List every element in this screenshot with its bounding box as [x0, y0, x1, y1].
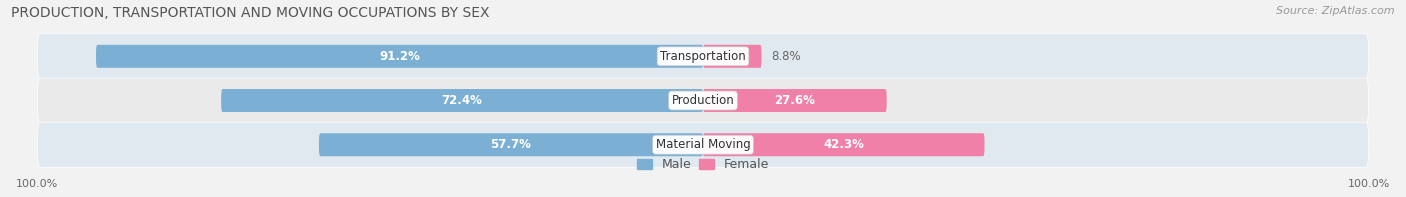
- FancyBboxPatch shape: [221, 89, 703, 112]
- FancyBboxPatch shape: [703, 133, 984, 156]
- FancyBboxPatch shape: [38, 34, 1368, 79]
- Text: 42.3%: 42.3%: [824, 138, 865, 151]
- Text: Source: ZipAtlas.com: Source: ZipAtlas.com: [1277, 6, 1395, 16]
- Legend: Male, Female: Male, Female: [631, 153, 775, 176]
- FancyBboxPatch shape: [703, 89, 887, 112]
- FancyBboxPatch shape: [38, 122, 1368, 167]
- Text: 72.4%: 72.4%: [441, 94, 482, 107]
- Text: PRODUCTION, TRANSPORTATION AND MOVING OCCUPATIONS BY SEX: PRODUCTION, TRANSPORTATION AND MOVING OC…: [11, 6, 489, 20]
- Text: 91.2%: 91.2%: [380, 50, 420, 63]
- Text: 8.8%: 8.8%: [772, 50, 801, 63]
- Text: Production: Production: [672, 94, 734, 107]
- FancyBboxPatch shape: [38, 78, 1368, 123]
- FancyBboxPatch shape: [319, 133, 703, 156]
- Text: Transportation: Transportation: [661, 50, 745, 63]
- Text: Material Moving: Material Moving: [655, 138, 751, 151]
- FancyBboxPatch shape: [703, 45, 762, 68]
- Text: 27.6%: 27.6%: [775, 94, 815, 107]
- Text: 57.7%: 57.7%: [491, 138, 531, 151]
- FancyBboxPatch shape: [96, 45, 703, 68]
